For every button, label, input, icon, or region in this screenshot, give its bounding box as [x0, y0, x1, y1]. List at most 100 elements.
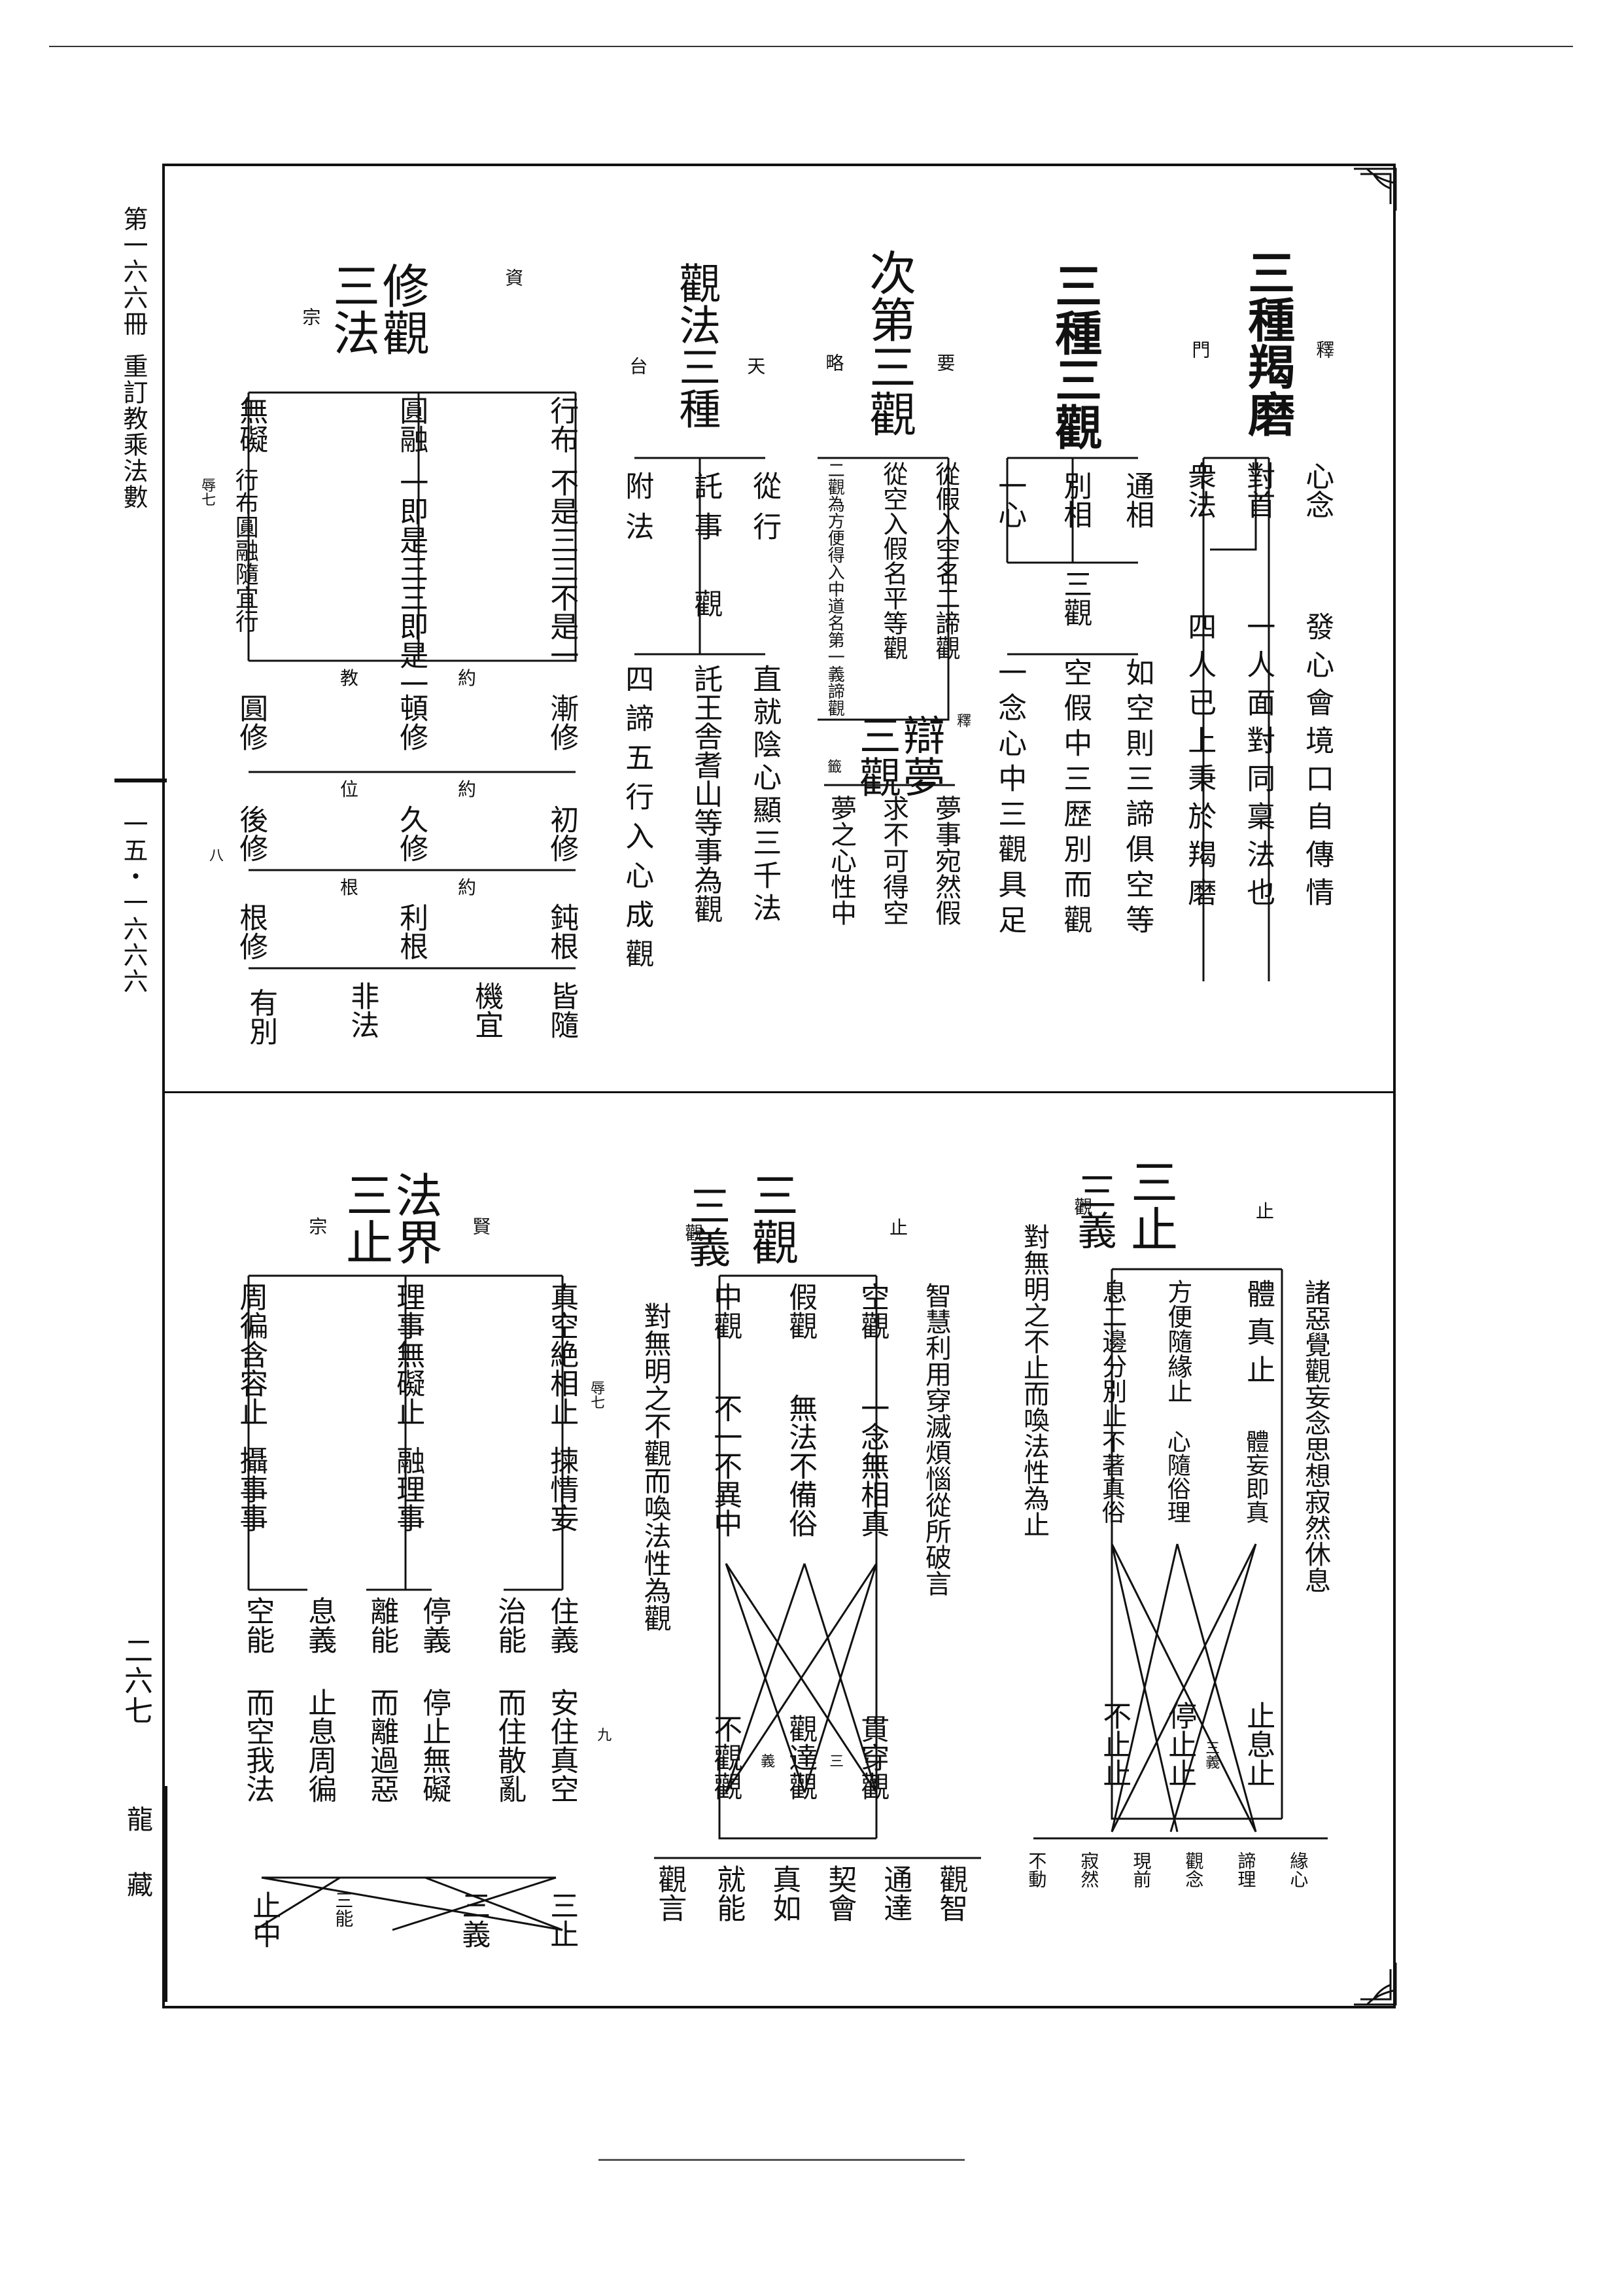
top-sec4-title: 辯夢三觀 [837, 707, 948, 813]
bottom-sec3-mark: 九 [595, 1727, 612, 1742]
top-sec4-c1: 夢事宛然假 [931, 795, 961, 926]
top-sec4-tag2: 籤 [825, 759, 842, 773]
bottom-sec3-tag2: 宗 [306, 1217, 328, 1235]
bottom-sec1-list-item: 寂然 [1078, 1851, 1100, 1888]
top-sec1-col3: 衆法 [1183, 461, 1217, 519]
bottom-sec1-lead2: 對無明之不止而喚法性為止 [1019, 1223, 1049, 1537]
bottom-sec1-c1: 體真止 [1241, 1279, 1275, 1393]
bottom-sec2-lead2: 對無明之不觀而喚法性為觀 [640, 1302, 672, 1632]
top-sec6-r1-sub: 教 [340, 667, 359, 689]
bottom-sec1-c3: 息二邊分別止 [1097, 1279, 1127, 1428]
bottom-sec3-note: 辱七 [588, 1380, 605, 1409]
top-sec6-r1-label: 約 [458, 667, 477, 689]
top-sec5-c1: 從行 [748, 471, 782, 552]
top-sec6-r2b: 久修 [394, 805, 428, 862]
top-sec6-r4a: 皆隨 [545, 981, 579, 1039]
bottom-sec1-list-item: 諦理 [1235, 1851, 1257, 1888]
bottom-sec1-title-text: 三止 [1122, 1158, 1178, 1252]
book-title: 重訂教乘法數 [119, 353, 148, 510]
margin-mark [114, 779, 167, 782]
series-label: 龍藏 [122, 1806, 152, 1936]
bottom-sec3-c1: 真空絶相止 [545, 1282, 579, 1426]
top-sec5-tag2: 台 [627, 357, 649, 375]
top-sec5-c2-text: 託王舎耆山等事為觀 [689, 664, 723, 923]
top-sec4-title-text: 辯夢三觀 [852, 714, 944, 797]
bottom-sec3-c1-text: 揀情妄 [545, 1446, 579, 1532]
bottom-sec2-list-item: 契會 [823, 1865, 857, 1922]
bottom-sec2-title-text: 三觀 [743, 1171, 799, 1265]
top-sec4-tag: 釋 [954, 713, 971, 727]
top-sec1-tag: 釋 [1313, 340, 1336, 359]
top-sec6-c3-text: 行布圓融隨宜行 [231, 468, 258, 633]
bottom-sec3-e2: 三義 [457, 1891, 491, 1948]
bottom-sec3-g3b: 空能 [241, 1596, 275, 1654]
bottom-sec2-list-item: 就能 [712, 1865, 746, 1922]
top-sec1-tag2: 門 [1189, 340, 1211, 359]
top-sec2-title: 三種三觀 [1046, 262, 1103, 450]
top-sec6-r2c: 後修 [234, 805, 268, 862]
bottom-sec1-r3: 不止止 [1097, 1701, 1132, 1787]
top-sec6-title-text: 修觀三法 [324, 262, 430, 356]
top-sec1-col2-text: 一人面對同稟法也 [1241, 612, 1275, 915]
top-sec6-note: 辱七 [199, 478, 216, 506]
top-sec3-c3: 二觀為方便得入中道名第一義諦觀 [825, 461, 845, 716]
page-code: 一五・一六六六 [119, 811, 148, 994]
bottom-sec1-title2: 三義 [1071, 1171, 1116, 1250]
bottom-sec3-g2a-text: 停止無礙 [417, 1688, 451, 1803]
top-sec6-r2-label: 約 [458, 779, 477, 800]
top-sec6-r2a: 初修 [545, 805, 579, 862]
bottom-sec3-g3a-text: 止息周徧 [303, 1688, 337, 1803]
bottom-sec1-list-item: 不動 [1026, 1851, 1048, 1888]
bottom-sec2-list-item: 觀智 [934, 1865, 968, 1922]
top-sec6-c3: 無礙 [234, 396, 268, 453]
bottom-sec3-e1: 三止 [545, 1891, 579, 1948]
corner-ornament-icon [1354, 167, 1397, 211]
top-sec6-r2-sub: 位 [340, 779, 359, 800]
top-sec5-c3: 附法 [620, 471, 654, 552]
bottom-sec2-lead: 智慧利用穿滅煩惱從所破言 [921, 1282, 951, 1596]
top-sec6-mark: 八 [209, 848, 224, 864]
bottom-sec1-lead: 諸惡覺觀妄念思想寂然休息 [1300, 1279, 1330, 1593]
bottom-sec2-list-item: 觀言 [653, 1865, 687, 1922]
margin-bar [162, 1786, 167, 2002]
bottom-sec1-r2: 停止止 [1163, 1701, 1197, 1787]
bottom-sec3-c3-text: 攝事事 [234, 1446, 268, 1532]
bottom-sec2-list-item: 真如 [767, 1865, 801, 1922]
bottom-sec2-sub1: 三 [827, 1753, 844, 1768]
top-sec3-tag2: 略 [823, 353, 845, 372]
leaf-number: 二六七 [119, 1636, 152, 1726]
bottom-sec1-list-item: 現前 [1130, 1851, 1152, 1888]
bottom-sec2-c1-text: 一念無相真 [855, 1393, 890, 1537]
top-sec6-r1a: 漸修 [545, 693, 579, 751]
top-sec3-title: 次第三觀 [861, 249, 916, 437]
bottom-sec3-g3a: 息義 [303, 1596, 337, 1654]
bottom-sec3-g1b-text: 而住散亂 [492, 1688, 527, 1803]
bottom-sec1-list-item: 觀念 [1183, 1851, 1205, 1888]
bottom-sec3-e4: 止中 [247, 1891, 281, 1948]
bottom-sec1-tag: 止 [1256, 1200, 1275, 1222]
top-sec1-col3-text: 四人已上秉於羯磨 [1183, 612, 1217, 915]
top-sec2-c3-text: 一念心中三觀具足 [993, 657, 1027, 940]
bottom-sec1-c2: 方便隨緣止 [1163, 1279, 1192, 1403]
top-sec3-c1: 從假入空名二諦觀 [931, 461, 960, 660]
bottom-sec3-g1a: 住義 [545, 1596, 579, 1654]
bottom-sec3-g1a-text: 安住真空 [545, 1688, 579, 1803]
bottom-sec3-tag: 賢 [470, 1217, 492, 1235]
volume-label: 第一六六冊 [119, 206, 148, 337]
bottom-sec1-sub-tag: 三義 [1203, 1740, 1220, 1769]
bottom-sec2-c1: 空觀 [855, 1282, 890, 1340]
bottom-sec3-g3b-text: 而空我法 [241, 1688, 275, 1803]
bottom-sec3-c3: 周徧含容止 [234, 1282, 268, 1426]
top-sec6-r3c: 根修 [234, 903, 268, 960]
top-sec2-c1-text: 如空則三諦俱空等 [1120, 657, 1154, 940]
bottom-sec2-r3: 不觀觀 [708, 1714, 742, 1800]
bottom-sec2-list-item: 通達 [878, 1865, 912, 1922]
top-sec1-col1-text: 發心會境口自傳情 [1300, 612, 1334, 915]
bottom-sec3-title-text: 法界三止 [337, 1171, 443, 1265]
bottom-sec2-r2: 觀達觀 [784, 1714, 818, 1800]
top-sec6-title: 修觀三法 [324, 262, 510, 377]
bottom-sec2-title2: 三義 [682, 1184, 731, 1268]
top-sec6-r3a: 鈍根 [545, 903, 579, 960]
top-sec6-r1c: 圓修 [234, 693, 268, 751]
top-sec2-node: 三觀 [1058, 569, 1092, 627]
